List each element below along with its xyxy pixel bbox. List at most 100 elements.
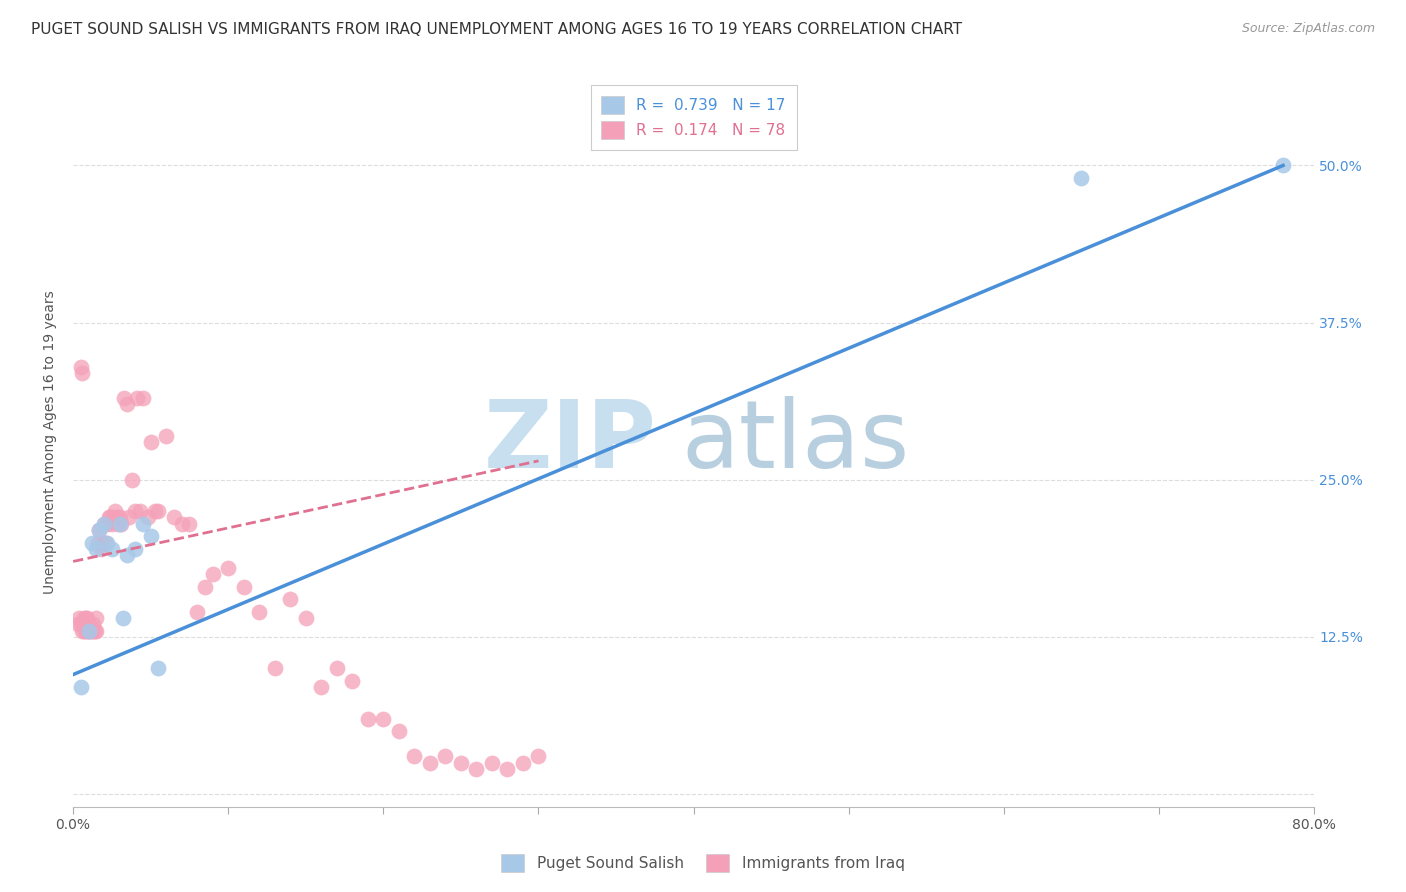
Point [373,712,395,726]
Point [194,580,217,594]
Point [481,756,503,770]
Point [93,516,115,531]
Point [263,661,285,675]
Point [186,605,208,619]
Text: Source: ZipAtlas.com: Source: ZipAtlas.com [1241,22,1375,36]
Point [247,605,270,619]
Point [80,535,103,549]
Point [527,749,550,764]
Point [110,516,132,531]
Point [107,516,129,531]
Point [91,535,114,549]
Text: atlas: atlas [682,396,910,488]
Point [76,611,98,625]
Point [311,680,333,694]
Point [419,756,441,770]
Point [90,541,112,556]
Point [132,516,155,531]
Point [72,624,94,638]
Point [82,624,104,638]
Point [75,624,97,638]
Point [96,535,118,549]
Point [89,523,111,537]
Point [96,516,118,531]
Legend: R =  0.739   N = 17, R =  0.174   N = 78: R = 0.739 N = 17, R = 0.174 N = 78 [591,85,797,150]
Point [170,516,193,531]
Point [112,391,135,405]
Point [97,510,120,524]
Point [118,510,141,524]
Point [117,548,139,562]
Text: PUGET SOUND SALISH VS IMMIGRANTS FROM IRAQ UNEMPLOYMENT AMONG AGES 16 TO 19 YEAR: PUGET SOUND SALISH VS IMMIGRANTS FROM IR… [31,22,962,37]
Point [93,535,115,549]
Point [450,756,472,770]
Point [77,624,100,638]
Point [72,366,94,380]
Point [86,541,108,556]
Point [465,762,488,776]
Point [404,749,426,764]
Point [139,529,162,543]
Point [111,611,134,625]
Point [101,516,124,531]
Point [388,724,411,739]
Point [105,510,128,524]
Point [294,611,316,625]
Point [75,611,97,625]
Text: ZIP: ZIP [484,396,657,488]
Point [512,756,534,770]
Point [104,504,127,518]
Point [128,504,150,518]
Point [108,510,131,524]
Point [179,516,201,531]
Point [70,617,93,632]
Point [108,516,131,531]
Point [139,435,162,450]
Legend: Puget Sound Salish, Immigrants from Iraq: Puget Sound Salish, Immigrants from Iraq [494,846,912,880]
Point [201,567,224,582]
Point [80,624,103,638]
Point [76,624,98,638]
Point [163,510,186,524]
Point [82,617,104,632]
Point [77,617,100,632]
Point [87,535,110,549]
Point [103,510,125,524]
Point [70,359,93,374]
Point [66,617,89,632]
Point [155,428,177,442]
Point [326,661,349,675]
Point [143,504,166,518]
Point [83,624,105,638]
Point [86,624,108,638]
Point [94,535,117,549]
Point [101,541,124,556]
Point [93,516,115,531]
Y-axis label: Unemployment Among Ages 16 to 19 years: Unemployment Among Ages 16 to 19 years [44,290,58,594]
Point [124,541,146,556]
Point [496,762,519,776]
Point [86,611,108,625]
Point [434,749,457,764]
Point [73,624,96,638]
Point [73,611,96,625]
Point [67,611,90,625]
Point [70,680,93,694]
Point [357,712,380,726]
Point [136,510,159,524]
Point [1070,171,1092,186]
Point [124,504,146,518]
Point [117,397,139,411]
Point [232,580,254,594]
Point [148,504,170,518]
Point [125,391,148,405]
Point [79,624,101,638]
Point [148,661,170,675]
Point [121,473,143,487]
Point [77,624,100,638]
Point [1272,158,1295,172]
Point [217,560,239,574]
Point [342,673,364,688]
Point [278,592,301,607]
Point [89,523,111,537]
